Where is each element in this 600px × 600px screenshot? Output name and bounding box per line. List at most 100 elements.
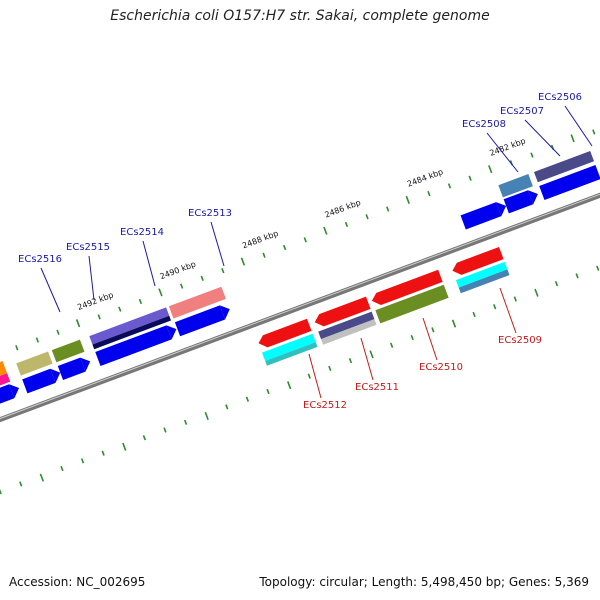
- genome-summary: Topology: circular; Length: 5,498,450 bp…: [259, 575, 589, 589]
- gene-arrow[interactable]: [219, 303, 233, 320]
- kbp-tick: [142, 435, 147, 441]
- kbp-tick: [283, 244, 287, 251]
- gene-label-ECs2507[interactable]: ECs2507: [500, 106, 544, 117]
- gene-label-ECs2510[interactable]: ECs2510: [419, 362, 463, 373]
- gene-arrow-ECs2509[interactable]: [450, 246, 504, 277]
- gene-arrow[interactable]: [527, 187, 541, 205]
- kbp-tick: [431, 327, 435, 333]
- callout-line: [308, 353, 322, 399]
- kbp-tick: [365, 214, 369, 220]
- kbp-label: 2490 kbp: [159, 260, 197, 282]
- plus-strand-features: [0, 150, 600, 440]
- kbp-tick: [122, 442, 127, 451]
- kbp-tick: [386, 206, 390, 212]
- tick-row-inner: [0, 265, 600, 495]
- gene-arrow[interactable]: [80, 355, 93, 372]
- gene-label-ECs2511[interactable]: ECs2511: [355, 382, 399, 393]
- kbp-tick: [138, 298, 143, 305]
- kbp-tick: [39, 473, 45, 482]
- kbp-tick: [262, 252, 266, 258]
- gene-feature[interactable]: [22, 368, 56, 394]
- kbp-tick: [35, 337, 40, 343]
- kbp-tick: [97, 314, 101, 320]
- kbp-tick: [75, 319, 81, 328]
- gene-feature[interactable]: [455, 261, 508, 288]
- gene-arrow[interactable]: [50, 366, 63, 383]
- callout-line: [210, 221, 225, 267]
- kbp-label: 2488 kbp: [241, 229, 279, 251]
- gene-feature[interactable]: [57, 357, 86, 381]
- kbp-tick: [513, 296, 517, 302]
- kbp-tick: [158, 288, 163, 297]
- minus-strand-features: [256, 246, 510, 366]
- kbp-tick: [221, 268, 225, 274]
- kbp-tick: [240, 257, 246, 266]
- kbp-tick: [266, 388, 270, 395]
- gene-arrow[interactable]: [496, 199, 509, 217]
- kbp-label: 2492 kbp: [76, 290, 114, 312]
- kbp-tick: [348, 358, 353, 364]
- kbp-tick: [225, 404, 229, 410]
- gene-feature[interactable]: [539, 164, 600, 201]
- gene-feature-ECs2515[interactable]: [51, 339, 85, 363]
- kbp-tick: [180, 283, 184, 289]
- gene-feature-ECs2508[interactable]: [460, 202, 502, 230]
- gene-feature[interactable]: [92, 315, 172, 350]
- kbp-tick: [472, 311, 476, 318]
- gene-feature[interactable]: [95, 325, 172, 367]
- kbp-tick: [56, 329, 60, 335]
- kbp-tick: [286, 381, 292, 390]
- kbp-tick: [328, 365, 332, 372]
- gene-label-ECs2512[interactable]: ECs2512: [303, 400, 347, 411]
- gene-label-ECs2506[interactable]: ECs2506: [538, 92, 582, 103]
- kbp-label: 2486 kbp: [324, 198, 362, 220]
- gene-feature[interactable]: [458, 269, 510, 294]
- callout-line: [499, 287, 517, 334]
- genome-backbone-highlight: [0, 130, 600, 482]
- kbp-tick: [101, 450, 105, 456]
- kbp-tick: [427, 190, 431, 197]
- gene-label-ECs2515[interactable]: ECs2515: [66, 242, 110, 253]
- gene-label-ECs2508[interactable]: ECs2508: [462, 119, 506, 130]
- gene-feature-ECs2513[interactable]: [168, 286, 226, 319]
- kbp-label: 2484 kbp: [406, 167, 444, 189]
- gene-arrow-ECs2510[interactable]: [370, 269, 443, 308]
- kbp-tick: [0, 489, 2, 495]
- kbp-tick: [204, 411, 209, 421]
- kbp-tick: [488, 165, 493, 174]
- gene-label-ECs2513[interactable]: ECs2513: [188, 208, 232, 219]
- gene-feature[interactable]: [503, 190, 534, 214]
- gene-label-ECs2516[interactable]: ECs2516: [18, 254, 62, 265]
- gene-arrow[interactable]: [166, 323, 179, 340]
- callout-line: [40, 267, 61, 313]
- kbp-tick: [80, 458, 85, 464]
- gene-feature[interactable]: [265, 342, 318, 366]
- callout-line: [422, 317, 438, 361]
- kbp-tick: [570, 134, 575, 143]
- kbp-label: 2482 kbp: [488, 136, 526, 158]
- gene-feature-ECs2506[interactable]: [533, 150, 595, 183]
- kbp-tick: [468, 175, 472, 181]
- gene-feature[interactable]: [318, 311, 375, 340]
- kbp-tick: [323, 226, 328, 235]
- kbp-tick: [369, 350, 374, 359]
- gene-feature[interactable]: [174, 305, 226, 337]
- kbp-tick: [344, 221, 349, 228]
- gene-feature[interactable]: [375, 284, 449, 324]
- gene-arrow-ECs2512[interactable]: [256, 318, 312, 350]
- kbp-tick: [596, 265, 600, 271]
- kbp-tick: [447, 183, 452, 189]
- gene-label-ECs2509[interactable]: ECs2509: [498, 335, 542, 346]
- gene-arrow[interactable]: [9, 381, 22, 399]
- kbp-tick: [60, 465, 64, 472]
- gene-feature[interactable]: [321, 319, 377, 345]
- gene-label-ECs2514[interactable]: ECs2514: [120, 227, 164, 238]
- gene-feature[interactable]: [262, 333, 316, 362]
- kbp-tick: [554, 281, 559, 287]
- kbp-tick: [405, 195, 410, 204]
- kbp-tick: [592, 129, 596, 135]
- gene-feature-ECs2507[interactable]: [498, 174, 533, 198]
- gene-feature-ECs2514[interactable]: [89, 307, 170, 345]
- gene-feature-ECs2516[interactable]: [16, 351, 53, 376]
- gene-arrow-ECs2511[interactable]: [313, 296, 371, 329]
